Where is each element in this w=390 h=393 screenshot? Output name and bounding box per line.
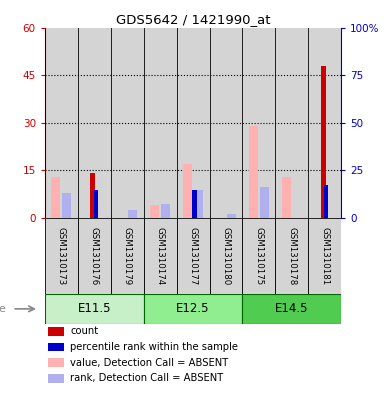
Text: GSM1310175: GSM1310175 xyxy=(254,227,263,285)
Bar xyxy=(308,28,341,218)
Bar xyxy=(150,205,159,218)
Bar xyxy=(321,66,326,218)
Text: GSM1310180: GSM1310180 xyxy=(222,227,230,285)
Text: GSM1310173: GSM1310173 xyxy=(57,227,66,285)
Text: GSM1310177: GSM1310177 xyxy=(188,227,198,285)
Text: E12.5: E12.5 xyxy=(176,302,210,315)
Bar xyxy=(111,28,144,218)
Bar xyxy=(282,176,291,218)
Bar xyxy=(144,294,243,324)
Bar xyxy=(177,28,209,218)
Text: rank, Detection Call = ABSENT: rank, Detection Call = ABSENT xyxy=(70,373,223,383)
Bar xyxy=(183,164,192,218)
Bar xyxy=(128,210,137,218)
Bar xyxy=(144,28,177,218)
Bar xyxy=(78,218,111,294)
Bar xyxy=(48,358,64,367)
Bar xyxy=(51,176,60,218)
Bar xyxy=(194,190,203,218)
Bar xyxy=(48,327,64,336)
Bar xyxy=(78,28,111,218)
Bar xyxy=(94,190,98,218)
Bar xyxy=(249,126,258,218)
Bar xyxy=(45,28,78,218)
Bar xyxy=(48,343,64,351)
Text: GSM1310178: GSM1310178 xyxy=(287,227,296,285)
Bar xyxy=(90,173,96,218)
Bar xyxy=(209,28,243,218)
Bar xyxy=(161,204,170,218)
Text: GSM1310179: GSM1310179 xyxy=(123,227,132,285)
Bar xyxy=(177,218,209,294)
Bar xyxy=(243,28,275,218)
Bar xyxy=(48,374,64,382)
Text: E14.5: E14.5 xyxy=(275,302,308,315)
Text: E11.5: E11.5 xyxy=(78,302,111,315)
Bar xyxy=(275,28,308,218)
Bar xyxy=(209,218,243,294)
Bar xyxy=(275,218,308,294)
Bar xyxy=(62,193,71,218)
Text: percentile rank within the sample: percentile rank within the sample xyxy=(70,342,238,352)
Bar xyxy=(45,294,144,324)
Title: GDS5642 / 1421990_at: GDS5642 / 1421990_at xyxy=(116,13,270,26)
Bar xyxy=(227,214,236,218)
Bar xyxy=(260,187,269,218)
Text: age: age xyxy=(0,304,6,314)
Text: GSM1310174: GSM1310174 xyxy=(156,227,165,285)
Bar xyxy=(45,218,78,294)
Bar xyxy=(144,218,177,294)
Text: value, Detection Call = ABSENT: value, Detection Call = ABSENT xyxy=(70,358,228,367)
Text: count: count xyxy=(70,326,98,336)
Bar xyxy=(243,294,341,324)
Text: GSM1310176: GSM1310176 xyxy=(90,227,99,285)
Bar xyxy=(308,218,341,294)
Bar xyxy=(243,218,275,294)
Bar xyxy=(192,190,197,218)
Bar xyxy=(324,185,328,218)
Text: GSM1310181: GSM1310181 xyxy=(320,227,329,285)
Bar xyxy=(111,218,144,294)
